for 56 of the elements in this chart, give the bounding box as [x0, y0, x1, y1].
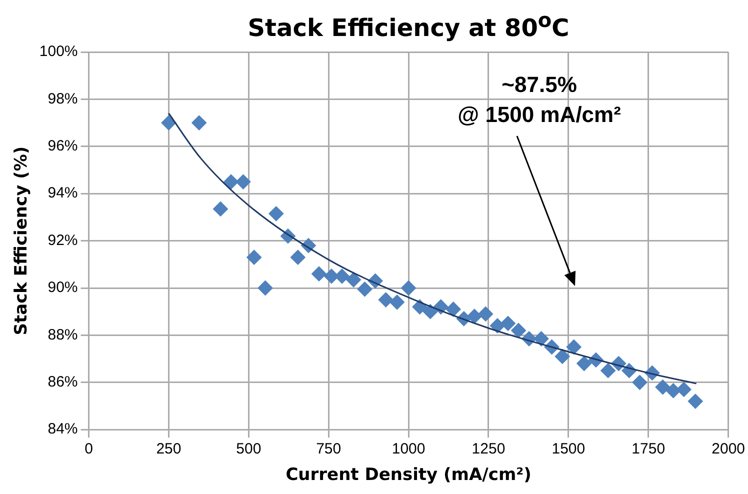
point — [390, 294, 405, 310]
point — [401, 280, 416, 296]
point — [324, 268, 339, 284]
y-tick-label: 84% — [48, 420, 78, 438]
point — [466, 308, 482, 324]
point — [446, 302, 461, 317]
point — [357, 282, 372, 297]
point — [192, 115, 207, 130]
point — [500, 316, 516, 331]
point — [600, 363, 616, 378]
point — [676, 382, 692, 397]
point — [268, 206, 284, 222]
point — [258, 280, 273, 296]
y-tick-label: 90% — [48, 279, 78, 296]
x-tick-label: 1000 — [392, 440, 426, 458]
point — [655, 380, 670, 395]
point — [213, 201, 228, 216]
y-tick-label: 98% — [48, 90, 78, 108]
point — [346, 272, 362, 288]
annotation: ~87.5% @ 1500 mA/cm² — [458, 71, 621, 129]
x-tick-label: 1500 — [552, 440, 586, 458]
y-tick-label: 96% — [48, 138, 78, 155]
y-tick-label: 100% — [39, 43, 78, 60]
point — [576, 356, 592, 372]
x-tick-label: 2000 — [712, 440, 746, 458]
x-tick-label: 500 — [236, 440, 262, 458]
point — [566, 340, 582, 354]
point — [478, 306, 494, 322]
point — [224, 174, 239, 190]
y-tick-label: 86% — [48, 374, 78, 391]
point — [378, 292, 394, 308]
point — [688, 394, 703, 409]
point — [312, 266, 327, 282]
point — [161, 115, 176, 130]
point — [236, 174, 251, 190]
y-tick-label: 92% — [48, 232, 78, 249]
point — [290, 250, 306, 265]
point — [554, 348, 570, 364]
x-tick-label: 0 — [84, 440, 93, 458]
y-axis-title: Stack Efficiency (%) — [12, 146, 32, 336]
y-tick-label: 88% — [48, 326, 78, 344]
point — [666, 383, 681, 398]
x-tick-label: 1250 — [472, 440, 506, 458]
x-tick-label: 250 — [156, 440, 182, 458]
chart-title: Stack Efficiency at 80$^{o}$C — [246, 8, 570, 42]
point — [246, 250, 262, 265]
point — [632, 374, 648, 390]
point — [422, 304, 438, 320]
point — [412, 299, 428, 314]
point — [334, 268, 350, 284]
x-tick-label: 1750 — [632, 440, 666, 458]
x-axis-title: Current Density (mA/cm²) — [286, 465, 532, 486]
point — [511, 322, 526, 338]
y-tick-label: 94% — [48, 184, 78, 202]
point — [534, 331, 549, 346]
x-tick-label: 750 — [316, 440, 342, 458]
